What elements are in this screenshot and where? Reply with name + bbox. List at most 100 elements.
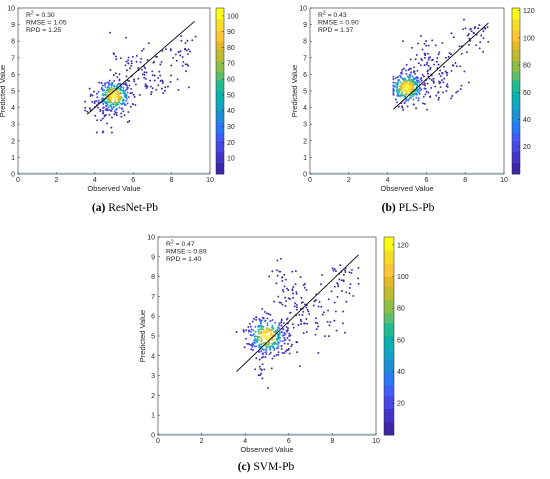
data-point xyxy=(429,78,431,80)
colorbar-segment xyxy=(384,419,394,423)
x-tick-label: 8 xyxy=(330,438,334,445)
data-point xyxy=(287,343,289,345)
data-point xyxy=(120,116,122,118)
data-point xyxy=(345,291,347,293)
data-point xyxy=(278,271,280,273)
data-point xyxy=(250,348,252,350)
data-point xyxy=(114,110,116,112)
data-point xyxy=(343,274,345,276)
data-point xyxy=(126,69,128,71)
data-point xyxy=(258,339,260,341)
data-point xyxy=(434,86,436,88)
data-point xyxy=(182,61,184,63)
colorbar-segment xyxy=(384,237,394,241)
data-point xyxy=(409,96,411,98)
data-point xyxy=(300,276,302,278)
colorbar-tick-label: 30 xyxy=(227,124,235,131)
data-point xyxy=(339,264,341,266)
colorbar-segment xyxy=(384,257,394,261)
data-point xyxy=(250,331,252,333)
y-tick-label: 0 xyxy=(11,172,15,179)
x-axis-label: Observed Value xyxy=(380,184,433,193)
data-point xyxy=(263,318,265,320)
data-point xyxy=(125,37,127,39)
colorbar-segment xyxy=(216,80,224,83)
data-point xyxy=(422,102,424,104)
data-point xyxy=(410,68,412,70)
data-point xyxy=(445,90,447,92)
data-point xyxy=(419,87,421,89)
data-point xyxy=(152,87,154,89)
y-tick-label: 9 xyxy=(11,22,15,29)
y-tick-label: 3 xyxy=(151,373,155,380)
colorbar-segment xyxy=(512,69,520,72)
y-tick-label: 1 xyxy=(151,413,155,420)
data-point xyxy=(132,103,134,105)
r2-text: R2 = 0.43 xyxy=(318,11,347,20)
x-tick-label: 0 xyxy=(308,177,312,184)
data-point xyxy=(161,61,163,63)
data-point xyxy=(105,101,107,103)
data-point xyxy=(403,68,405,70)
colorbar-segment xyxy=(512,14,520,17)
data-point xyxy=(303,322,305,324)
data-point xyxy=(437,92,439,94)
data-point xyxy=(320,283,322,285)
data-point xyxy=(411,76,413,78)
data-point xyxy=(333,270,335,272)
data-point xyxy=(344,269,346,271)
y-tick-label: 10 xyxy=(7,6,15,13)
data-point xyxy=(474,27,476,29)
data-point xyxy=(259,374,261,376)
data-point xyxy=(428,57,430,59)
colorbar-segment xyxy=(216,22,224,25)
data-point xyxy=(118,79,120,81)
colorbar-tick-label: 60 xyxy=(227,77,235,84)
y-tick-label: 8 xyxy=(303,39,307,46)
data-point xyxy=(301,297,303,299)
colorbar-segment xyxy=(512,149,520,152)
data-point xyxy=(176,60,178,62)
y-tick-label: 5 xyxy=(303,89,307,96)
colorbar-segment xyxy=(384,250,394,254)
colorbar-segment xyxy=(216,157,224,160)
data-point xyxy=(251,328,253,330)
data-point xyxy=(260,368,262,370)
data-point xyxy=(271,343,273,345)
data-point xyxy=(453,36,455,38)
data-point xyxy=(306,289,308,291)
data-point xyxy=(178,89,180,91)
colorbar-segment xyxy=(216,97,224,100)
data-point xyxy=(438,97,440,99)
data-point xyxy=(161,50,163,52)
data-point xyxy=(291,344,293,346)
data-point xyxy=(315,334,317,336)
colorbar-segment xyxy=(216,155,224,158)
data-point xyxy=(172,57,174,59)
data-point xyxy=(263,342,265,344)
data-point xyxy=(402,40,404,42)
data-point xyxy=(466,51,468,53)
data-point xyxy=(338,279,340,281)
data-point xyxy=(282,340,284,342)
x-tick-label: 4 xyxy=(386,177,390,184)
data-point xyxy=(349,287,351,289)
data-point xyxy=(94,115,96,117)
data-point xyxy=(337,285,339,287)
data-point xyxy=(281,277,283,279)
data-point xyxy=(96,96,98,98)
data-point xyxy=(424,43,426,45)
data-point xyxy=(264,356,266,358)
data-point xyxy=(288,339,290,341)
y-tick-label: 5 xyxy=(11,89,15,96)
data-point xyxy=(455,92,457,94)
colorbar-segment xyxy=(384,277,394,281)
data-point xyxy=(145,87,147,89)
data-point xyxy=(418,62,420,64)
data-point xyxy=(414,73,416,75)
data-point xyxy=(406,64,408,66)
data-point xyxy=(479,41,481,43)
data-point xyxy=(108,84,110,86)
data-point xyxy=(272,358,274,360)
data-point xyxy=(478,24,480,26)
